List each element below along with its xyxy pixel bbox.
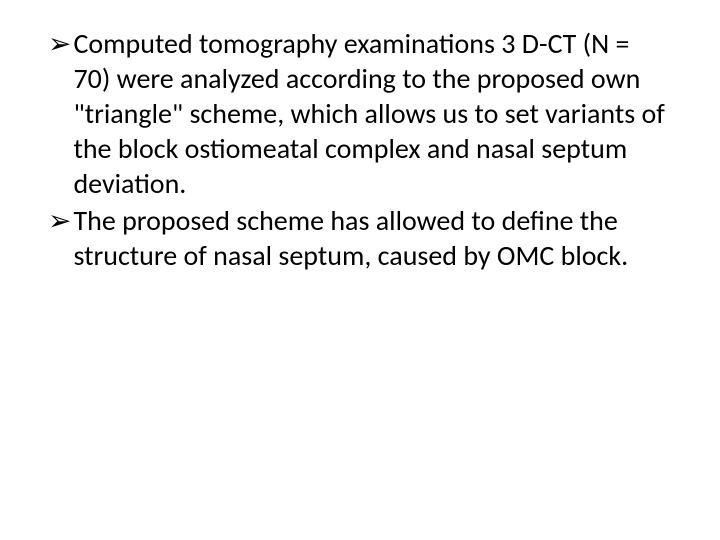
bullet-text: The proposed scheme has allowed to defin… (73, 203, 672, 273)
bullet-arrow-icon: ➢ (48, 203, 73, 238)
bullet-text: Computed tomography examinations 3 D-CT … (73, 26, 672, 201)
bullet-item: ➢ The proposed scheme has allowed to def… (48, 203, 672, 273)
bullet-arrow-icon: ➢ (48, 26, 73, 61)
bullet-item: ➢ Computed tomography examinations 3 D-C… (48, 26, 672, 201)
slide-body: ➢ Computed tomography examinations 3 D-C… (0, 0, 720, 540)
